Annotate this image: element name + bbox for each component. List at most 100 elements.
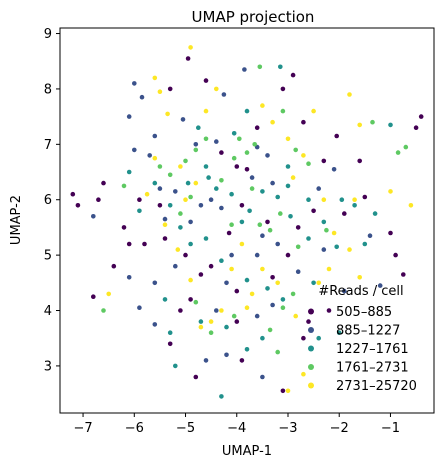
- data-point: [167, 330, 173, 336]
- data-point: [370, 119, 375, 125]
- data-point: [280, 388, 286, 394]
- data-point: [334, 133, 340, 139]
- data-point: [75, 203, 81, 208]
- data-point: [244, 277, 250, 283]
- data-point: [334, 244, 340, 250]
- data-point: [137, 197, 142, 202]
- data-point: [316, 280, 322, 286]
- data-point: [198, 319, 204, 324]
- data-point: [352, 203, 357, 208]
- y-tick-label: 7: [44, 138, 52, 153]
- x-tick-label: −4: [227, 421, 246, 436]
- data-point: [285, 252, 291, 258]
- data-point: [231, 313, 237, 319]
- data-point: [183, 197, 188, 202]
- data-point: [265, 286, 270, 291]
- data-point: [280, 305, 286, 311]
- data-point: [165, 111, 170, 117]
- data-point: [357, 158, 363, 164]
- data-point: [278, 211, 283, 216]
- data-point: [219, 308, 224, 313]
- data-point: [306, 236, 311, 241]
- data-point: [267, 327, 273, 333]
- data-point: [254, 252, 260, 258]
- data-point: [234, 288, 240, 294]
- data-point: [157, 203, 163, 208]
- data-point: [106, 291, 111, 297]
- data-point: [175, 247, 181, 252]
- data-point: [270, 180, 275, 186]
- data-point: [270, 119, 275, 125]
- data-point: [285, 136, 291, 142]
- data-point: [208, 319, 214, 324]
- data-point: [280, 86, 286, 92]
- data-point: [324, 227, 329, 233]
- data-point: [231, 131, 237, 136]
- data-point: [91, 214, 96, 219]
- data-point: [316, 186, 322, 191]
- data-point: [152, 280, 158, 286]
- data-point: [362, 194, 368, 200]
- data-point: [347, 92, 352, 97]
- data-point: [260, 189, 265, 194]
- data-point: [178, 308, 183, 313]
- data-point: [208, 263, 214, 269]
- data-point: [180, 117, 186, 122]
- data-point: [321, 197, 327, 202]
- data-point: [357, 122, 363, 128]
- data-point: [101, 308, 106, 313]
- data-point: [203, 164, 209, 169]
- data-point: [306, 319, 311, 324]
- data-point: [288, 214, 293, 219]
- y-axis: 3 4 5 6 7 8 9: [44, 27, 60, 374]
- data-point: [237, 136, 242, 142]
- y-tick-label: 5: [44, 249, 52, 264]
- data-point: [188, 45, 193, 50]
- data-point: [260, 233, 265, 238]
- data-point: [219, 178, 224, 183]
- x-tick-label: −1: [381, 421, 400, 436]
- data-point: [357, 275, 363, 280]
- data-point: [188, 277, 193, 283]
- data-point: [311, 280, 316, 286]
- data-point: [70, 191, 76, 197]
- data-point: [157, 89, 163, 94]
- data-point: [418, 114, 424, 119]
- plot-points: [70, 45, 424, 399]
- data-point: [139, 94, 145, 100]
- data-point: [219, 205, 224, 211]
- data-point: [321, 158, 327, 164]
- data-point: [234, 319, 240, 324]
- y-tick-label: 3: [44, 359, 52, 374]
- data-point: [316, 335, 322, 341]
- data-point: [147, 153, 152, 158]
- data-point: [306, 197, 311, 202]
- data-point: [229, 266, 234, 272]
- data-point: [132, 81, 137, 86]
- legend: #Reads / cell 505–885 885–1227 1227–1761 17…: [308, 284, 417, 394]
- data-point: [252, 142, 257, 147]
- data-point: [173, 363, 178, 369]
- data-point: [167, 172, 173, 178]
- legend-title: #Reads / cell: [318, 284, 403, 299]
- legend-marker: [308, 308, 314, 315]
- data-point: [239, 219, 245, 225]
- x-tick-label: −5: [176, 421, 195, 436]
- data-point: [214, 308, 219, 313]
- data-point: [208, 330, 214, 336]
- data-point: [290, 72, 296, 78]
- data-point: [173, 189, 178, 194]
- data-point: [275, 241, 281, 247]
- data-point: [152, 155, 158, 161]
- data-point: [275, 349, 281, 355]
- data-point: [249, 175, 255, 180]
- legend-marker: [308, 364, 314, 370]
- data-point: [219, 258, 224, 264]
- data-point: [226, 230, 232, 236]
- data-point: [306, 161, 311, 166]
- data-point: [413, 125, 419, 130]
- data-point: [185, 56, 191, 61]
- data-point: [249, 186, 255, 191]
- data-point: [285, 183, 291, 189]
